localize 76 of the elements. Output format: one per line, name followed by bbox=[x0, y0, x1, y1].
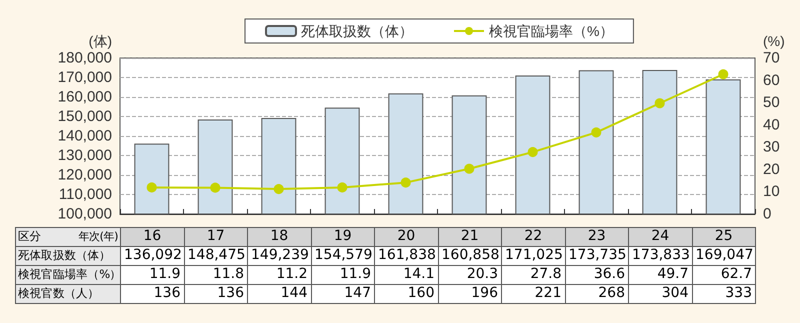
legend-label: 死体取扱数（体） bbox=[301, 23, 413, 39]
y2-tick-label: 60 bbox=[763, 72, 780, 89]
data-label: 27.8 bbox=[501, 265, 566, 285]
y-tick-label: 150,000 bbox=[58, 108, 112, 125]
x-tick-label: 22 bbox=[501, 227, 566, 247]
text: 144 bbox=[247, 284, 312, 304]
text: 死体取扱数（体） bbox=[18, 248, 111, 262]
text: 区分 bbox=[18, 228, 42, 245]
point bbox=[464, 164, 474, 174]
data-label: 11.8 bbox=[184, 265, 248, 285]
data-label: 173,735 bbox=[564, 246, 629, 266]
y2-tick-label: 30 bbox=[763, 138, 780, 156]
data-label: 173,833 bbox=[628, 246, 692, 266]
data-label: 160,858 bbox=[438, 246, 502, 266]
data-label: 62.7 bbox=[692, 265, 756, 285]
data-label: 169,047 bbox=[692, 246, 756, 266]
y-axis-title: (体) bbox=[88, 33, 112, 49]
y2-axis-title: (%) bbox=[763, 33, 785, 49]
y-tick-label: 140,000 bbox=[58, 128, 112, 144]
x-tick-label: 20 bbox=[374, 227, 438, 247]
x-axis-title: 年次(年) bbox=[78, 229, 118, 245]
data-label: 171,025 bbox=[501, 246, 566, 266]
point bbox=[274, 184, 284, 194]
x-tick-label: 16 bbox=[120, 227, 184, 247]
data-label: 11.9 bbox=[120, 265, 184, 285]
x-tick-label: 23 bbox=[564, 227, 629, 247]
y-tick-label: 100,000 bbox=[58, 206, 112, 222]
x-tick-label: 17 bbox=[184, 227, 248, 247]
x-tick-label: 25 bbox=[692, 227, 756, 247]
data-label: 148,475 bbox=[184, 246, 248, 266]
y2-tick-label: 10 bbox=[763, 183, 780, 200]
point bbox=[591, 127, 602, 138]
data-label: 36.6 bbox=[564, 265, 629, 285]
text: 304 bbox=[628, 284, 692, 304]
x-tick-label: 21 bbox=[438, 227, 502, 247]
y2-tick-label: 50 bbox=[763, 94, 780, 112]
point bbox=[210, 182, 220, 193]
data-label: 161,838 bbox=[374, 246, 438, 266]
text: 検視官数（人） bbox=[15, 284, 121, 304]
text: 160 bbox=[374, 284, 438, 304]
text: 268 bbox=[564, 284, 629, 304]
data-label: 11.9 bbox=[310, 265, 375, 285]
y-tick-label: 110,000 bbox=[58, 186, 112, 203]
data-label: 14.1 bbox=[374, 265, 438, 285]
x-tick-label: 24 bbox=[628, 227, 692, 247]
y-tick-label: 120,000 bbox=[58, 166, 112, 184]
legend-label: 検視官臨場率（%） bbox=[489, 23, 614, 39]
text: 147 bbox=[310, 284, 375, 304]
y-tick-label: 170,000 bbox=[58, 69, 112, 86]
x-tick-label: 18 bbox=[247, 227, 312, 247]
y-tick-label: 180,000 bbox=[58, 50, 112, 66]
data-label: 49.7 bbox=[628, 265, 692, 285]
text: 136 bbox=[184, 284, 248, 304]
y2-tick-label: 70 bbox=[763, 50, 780, 66]
point bbox=[337, 182, 348, 192]
y-tick-label: 130,000 bbox=[58, 147, 112, 164]
text: 136 bbox=[120, 284, 184, 304]
y-tick-label: 160,000 bbox=[58, 88, 112, 106]
text: 検視官臨場率（%） bbox=[18, 267, 122, 281]
y2-tick-label: 0 bbox=[763, 206, 772, 222]
point bbox=[146, 182, 157, 192]
x-tick-label: 19 bbox=[310, 227, 375, 247]
point bbox=[654, 98, 665, 108]
data-label: 136,092 bbox=[120, 246, 184, 266]
point bbox=[528, 147, 538, 158]
point bbox=[718, 69, 728, 80]
text: 196 bbox=[438, 284, 502, 304]
text: 221 bbox=[501, 284, 566, 304]
data-label: 149,239 bbox=[247, 246, 312, 266]
data-label: 20.3 bbox=[438, 265, 502, 285]
text: 333 bbox=[692, 284, 756, 304]
data-label: 11.2 bbox=[247, 265, 312, 285]
point bbox=[400, 178, 411, 188]
y2-tick-label: 40 bbox=[763, 116, 780, 134]
y2-tick-label: 20 bbox=[763, 160, 780, 178]
data-label: 154,579 bbox=[310, 246, 375, 266]
